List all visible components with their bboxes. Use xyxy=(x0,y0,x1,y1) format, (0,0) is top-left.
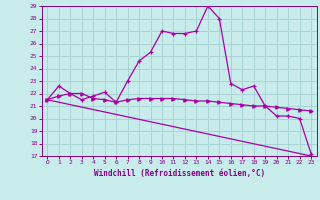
X-axis label: Windchill (Refroidissement éolien,°C): Windchill (Refroidissement éolien,°C) xyxy=(94,169,265,178)
